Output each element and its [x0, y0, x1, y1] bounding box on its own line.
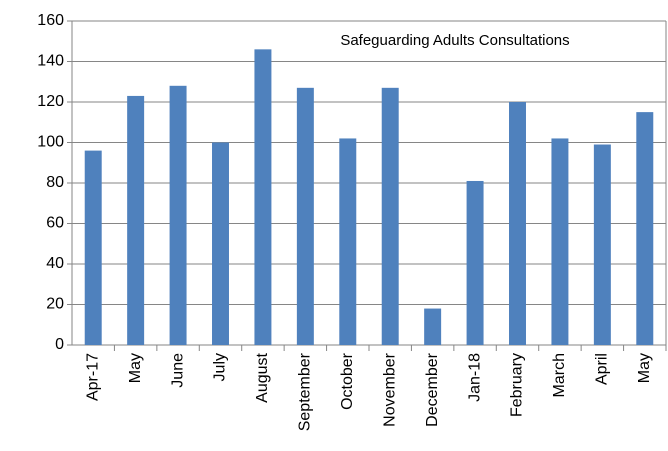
- x-tick-label: February: [509, 353, 526, 417]
- y-tick-label: 20: [46, 296, 64, 313]
- bar: [509, 102, 526, 345]
- x-tick-label: July: [212, 353, 229, 381]
- y-tick-label: 0: [55, 336, 64, 353]
- x-tick-label: October: [339, 352, 356, 410]
- x-tick-label: March: [551, 353, 568, 397]
- x-tick-label: April: [594, 353, 611, 385]
- y-tick-label: 80: [46, 174, 64, 191]
- x-tick-label: August: [254, 352, 271, 402]
- x-tick-label: September: [297, 352, 314, 431]
- x-tick-label: Jan-18: [466, 353, 483, 402]
- bar: [212, 142, 229, 345]
- y-tick-label: 120: [37, 93, 64, 110]
- y-tick-label: 140: [37, 53, 64, 70]
- bar: [424, 308, 442, 345]
- x-tick-label: December: [424, 352, 441, 426]
- x-tick-label: Apr-17: [84, 353, 101, 401]
- bar: [593, 144, 611, 345]
- bar: [636, 112, 654, 345]
- y-tick-label: 60: [46, 215, 64, 232]
- x-tick-label: June: [169, 353, 186, 388]
- y-tick-label: 160: [37, 12, 64, 29]
- bar: [466, 180, 484, 345]
- chart-title: Safeguarding Adults Consultations: [340, 32, 569, 49]
- bar: [169, 85, 187, 346]
- bar: [339, 138, 357, 345]
- bar: [254, 49, 272, 345]
- bar: [551, 138, 569, 345]
- x-tick-label: November: [381, 352, 398, 426]
- y-tick-label: 40: [46, 255, 64, 272]
- bar: [381, 87, 399, 345]
- y-tick-label: 100: [37, 134, 64, 151]
- bar: [296, 87, 314, 345]
- bar: [127, 95, 145, 345]
- x-tick-label: May: [127, 353, 144, 383]
- bar: [84, 150, 102, 345]
- x-tick-label: May: [636, 353, 653, 383]
